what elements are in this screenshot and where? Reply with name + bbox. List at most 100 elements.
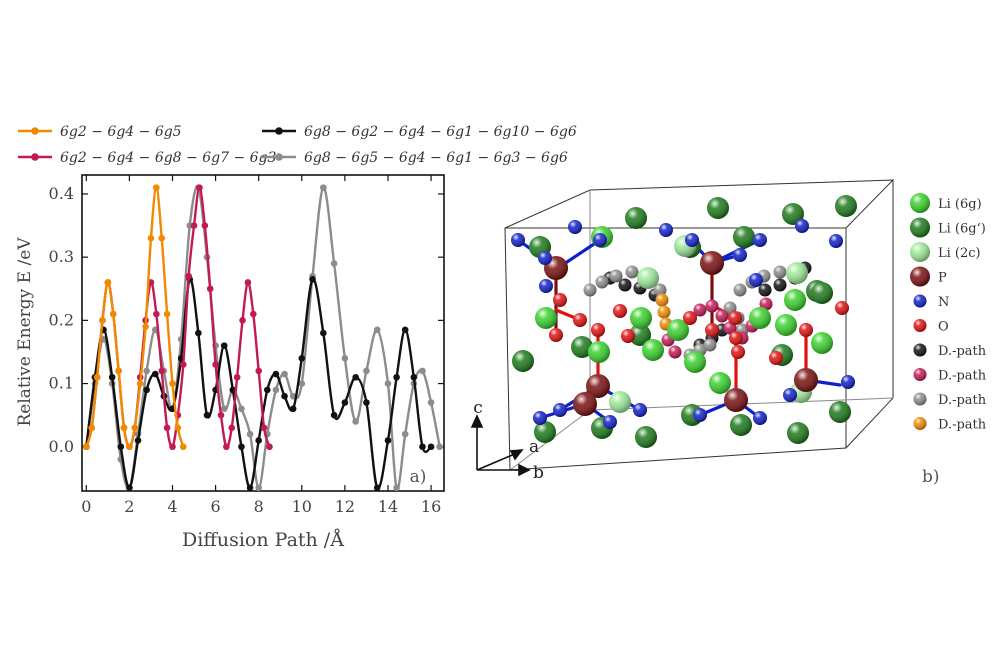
data-point [131, 424, 139, 432]
atom [685, 233, 699, 247]
data-point [120, 424, 128, 432]
data-point [117, 443, 125, 451]
data-point [158, 234, 166, 242]
x-axis: 0 2 4 6 8 10 12 14 16 [81, 175, 441, 516]
atom [705, 323, 719, 337]
atom [549, 328, 563, 342]
data-point [201, 222, 209, 229]
structure-legend-label: D.-path [938, 393, 987, 408]
diffusion-path-bead [657, 305, 671, 319]
y-axis: 0.0 0.1 0.2 0.3 0.4 [49, 184, 444, 456]
data-point [233, 373, 241, 381]
structure-legend-label: Li (6g) [938, 197, 982, 212]
atom [693, 408, 707, 422]
data-point [88, 424, 95, 432]
data-point [401, 430, 409, 438]
atom [573, 392, 597, 416]
data-point [272, 370, 280, 378]
atom [787, 422, 809, 444]
data-point [260, 424, 268, 432]
atom [709, 372, 731, 394]
atom [511, 233, 525, 247]
atoms [511, 195, 857, 448]
diffusion-path-bead [655, 293, 669, 307]
atom [684, 351, 706, 373]
legend-marker [31, 153, 39, 161]
data-point [179, 443, 187, 451]
data-point [255, 367, 262, 375]
data-point [393, 373, 400, 381]
atom [571, 336, 593, 358]
atom [731, 345, 745, 359]
panel-b-label: b) [922, 467, 940, 487]
data-point [220, 405, 228, 413]
structure-legend-label: Li (6g‘) [938, 222, 986, 237]
legend-marker [275, 153, 283, 161]
atom [829, 234, 843, 248]
data-point [419, 443, 426, 451]
atom [753, 411, 767, 425]
data-point [109, 310, 117, 318]
y-tick-label: 0.0 [49, 437, 74, 456]
structure-legend-entry: N [913, 294, 949, 310]
crystal-axes [470, 414, 531, 477]
data-point [217, 411, 225, 419]
y-tick-label: 0.2 [49, 310, 74, 329]
structure-legend-entry: P [910, 266, 947, 287]
atom [794, 368, 818, 392]
diffusion-path-bead [618, 278, 632, 292]
atom [799, 323, 813, 337]
x-tick-label: 10 [292, 497, 312, 516]
diffusion-path-bead [759, 297, 773, 311]
panel-a-label: a) [410, 467, 427, 487]
data-point [134, 437, 142, 444]
atom [829, 401, 851, 423]
data-point [341, 354, 349, 362]
structure-legend-label: D.-path [938, 418, 987, 433]
atom [573, 313, 587, 327]
data-point [185, 272, 192, 280]
diffusion-path-bead [653, 283, 667, 297]
data-point [246, 430, 254, 438]
y-tick-label: 0.3 [49, 247, 74, 266]
data-point [298, 380, 306, 387]
structure-legend-label: Li (2c) [938, 246, 981, 261]
atom [841, 375, 855, 389]
crystal-structure: c a b b) Li (6g) Li (6g‘) Li (2c) PNO D.-pat… [470, 179, 987, 487]
data-point [341, 399, 349, 406]
data-point [393, 484, 400, 492]
data-point [330, 411, 338, 419]
atom [707, 197, 729, 219]
atom [795, 219, 809, 233]
y-tick-label: 0.4 [49, 184, 74, 203]
atom [603, 415, 617, 429]
atom [724, 388, 748, 412]
data-point [169, 380, 176, 387]
data-point [352, 418, 359, 425]
x-tick-label: 12 [335, 497, 355, 516]
data-point [427, 443, 435, 451]
structure-legend-entry: O [913, 319, 949, 335]
diffusion-path-bead [703, 338, 717, 352]
diffusion-path-bead [625, 265, 639, 279]
data-point [195, 329, 202, 337]
legend-label: 6g8 − 6g5 − 6g4 − 6g1 − 6g3 − 6g6 [304, 150, 568, 166]
legend-entry: 6g2 − 6g4 − 6g8 − 6g7 − 6g3 [18, 150, 276, 166]
structure-legend-label: P [938, 271, 947, 286]
data-point [126, 443, 133, 451]
atom [613, 304, 627, 318]
data-point [163, 310, 171, 318]
data-point [330, 260, 338, 267]
structure-legend-entry: D.-path [913, 343, 987, 359]
data-point [238, 443, 245, 451]
data-point [238, 405, 245, 413]
legend-label: 6g2 − 6g4 − 6g8 − 6g7 − 6g3 [60, 150, 276, 166]
atom [629, 324, 651, 346]
structure-legend-label: O [938, 320, 949, 335]
diffusion-path-bead [773, 278, 787, 292]
structure-legend-label: N [938, 295, 949, 310]
data-point [83, 443, 90, 451]
atom [786, 262, 808, 284]
diffusion-path-bead [609, 269, 623, 283]
